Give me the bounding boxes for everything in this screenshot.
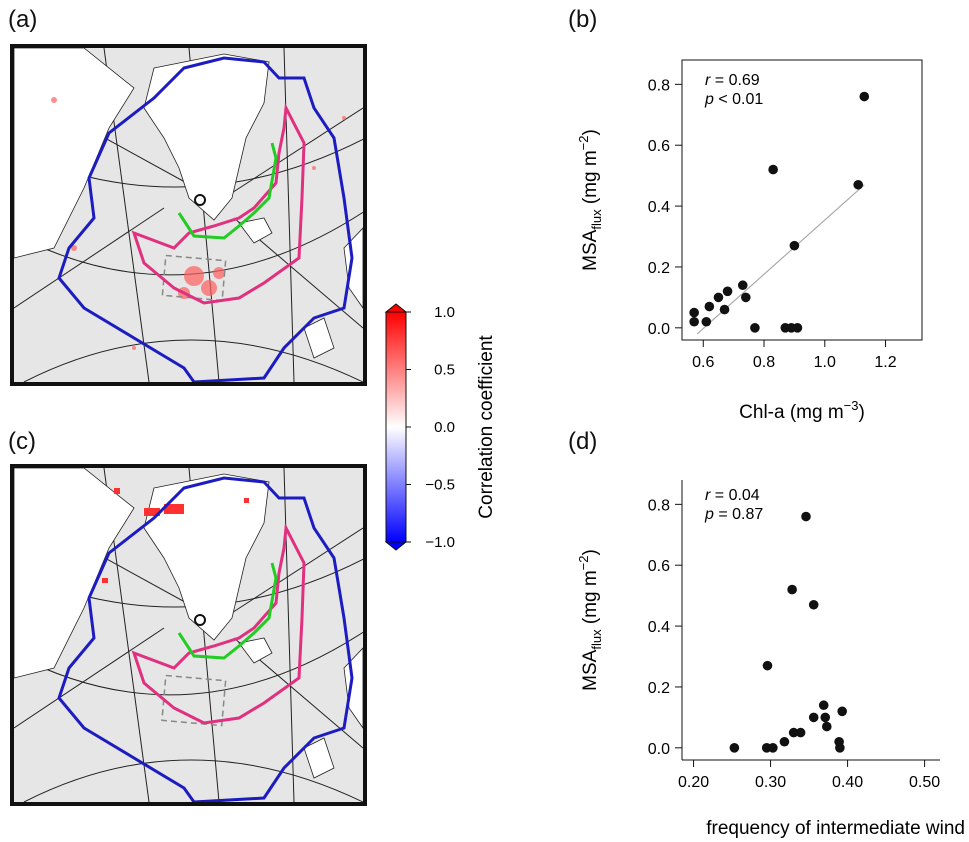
data-point <box>768 743 778 753</box>
scatter-d-stat-p: p = 0.87 <box>704 506 763 523</box>
data-point <box>779 736 790 747</box>
scatter-d-stat-r: r = 0.04 <box>705 487 760 504</box>
scatter-d-xlabel: frequency of intermediate wind <box>706 818 965 839</box>
data-point <box>853 179 864 190</box>
colorbar-bottom-arrow <box>384 541 408 551</box>
colorbar-gradient <box>385 311 407 543</box>
data-point <box>808 599 819 610</box>
y-tick-label: 0.0 <box>648 321 670 338</box>
map-a-site-marker <box>194 194 206 206</box>
scatter-b-ylabel: MSAflux (mg m−2) <box>576 129 604 271</box>
y-tick-label: 0.4 <box>648 619 670 636</box>
map-a-green-contour <box>177 142 278 240</box>
scatter-b: 0.6 0.8 1.0 1.2 0.0 0.2 0.4 0.6 0.8 r = 0.69 p … <box>576 59 923 423</box>
data-point <box>835 743 845 753</box>
data-point <box>821 721 832 732</box>
data-point <box>737 280 748 291</box>
x-tick-label: 0.40 <box>832 774 863 791</box>
data-point <box>808 712 819 723</box>
y-tick-label: 0.2 <box>648 260 670 277</box>
map-c-pink-contour <box>131 522 306 725</box>
map-a-blue-contour <box>57 56 354 382</box>
data-point <box>788 727 799 738</box>
panel-label-b: (b) <box>568 6 598 33</box>
data-point <box>859 91 870 102</box>
data-point <box>792 323 803 333</box>
colorbar-tick-label: 0.5 <box>434 362 455 379</box>
data-point <box>740 292 751 303</box>
y-tick-label: 0.2 <box>648 680 670 697</box>
data-point <box>787 584 797 595</box>
colorbar-tick-label: 1.0 <box>434 304 455 321</box>
data-point <box>750 323 760 333</box>
data-point <box>762 660 773 671</box>
map-c-green-contour <box>177 562 278 660</box>
data-point <box>768 164 778 175</box>
data-point <box>818 700 829 711</box>
map-c-dashed-box <box>161 674 227 727</box>
colorbar-tick-label: −0.5 <box>425 477 455 494</box>
x-tick-label: 0.8 <box>753 354 775 371</box>
x-tick-label: 0.6 <box>692 354 714 371</box>
y-tick-label: 0.4 <box>648 199 670 216</box>
map-c-canvas <box>14 468 363 802</box>
map-a <box>10 44 367 386</box>
data-point <box>713 292 724 303</box>
data-point <box>837 706 847 717</box>
y-tick-label: 0.8 <box>648 497 670 514</box>
data-point <box>820 712 831 723</box>
map-c-land <box>14 468 363 779</box>
y-tick-label: 0.0 <box>648 741 670 758</box>
x-tick-label: 0.50 <box>909 774 940 791</box>
map-a-pink-contour <box>131 102 306 305</box>
map-c-correlation-patch <box>102 488 249 583</box>
data-point <box>795 727 806 738</box>
y-tick-label: 0.6 <box>648 138 670 155</box>
colorbar-tick-label: −1.0 <box>425 534 455 551</box>
data-point <box>704 301 715 312</box>
map-a-canvas <box>14 48 363 382</box>
x-tick-label: 0.30 <box>755 774 786 791</box>
scatter-b-frame <box>681 59 923 341</box>
panel-label-a: (a) <box>8 6 38 33</box>
data-point <box>689 316 699 327</box>
data-point <box>689 307 699 318</box>
x-tick-label: 1.2 <box>874 354 896 371</box>
colorbar-label: Correlation coefficient <box>476 335 497 519</box>
data-point <box>701 316 712 327</box>
colorbar-top-arrow <box>384 303 408 313</box>
y-tick-label: 0.8 <box>648 77 670 94</box>
panel-label-c: (c) <box>8 428 36 455</box>
x-tick-label: 1.0 <box>814 354 836 371</box>
y-tick-label: 0.6 <box>648 558 670 575</box>
scatter-b-xlabel: Chl-a (mg m−3) <box>739 398 865 423</box>
colorbar: 1.0 0.5 0.0 −0.5 −1.0 Correlation coefficien… <box>384 303 497 551</box>
x-tick-label: 0.20 <box>678 774 709 791</box>
map-c-site-marker <box>194 614 206 626</box>
data-point <box>801 511 811 522</box>
panel-label-d: (d) <box>568 428 598 455</box>
data-point <box>789 240 800 251</box>
scatter-b-stat-p: p < 0.01 <box>704 91 763 108</box>
data-point <box>719 304 730 315</box>
map-c <box>10 464 367 806</box>
colorbar-ticks: 1.0 0.5 0.0 −0.5 −1.0 <box>406 304 455 551</box>
data-point <box>729 743 740 753</box>
scatter-d: 0.20 0.30 0.40 0.50 0.0 0.2 0.4 0.6 0.8 r = 0.0… <box>576 480 965 839</box>
scatter-b-stat-r: r = 0.69 <box>705 72 760 89</box>
scatter-d-ylabel: MSAflux (mg m−2) <box>576 549 604 691</box>
map-c-blue-contour <box>57 476 354 802</box>
data-point <box>722 286 733 297</box>
colorbar-tick-label: 0.0 <box>434 419 455 436</box>
